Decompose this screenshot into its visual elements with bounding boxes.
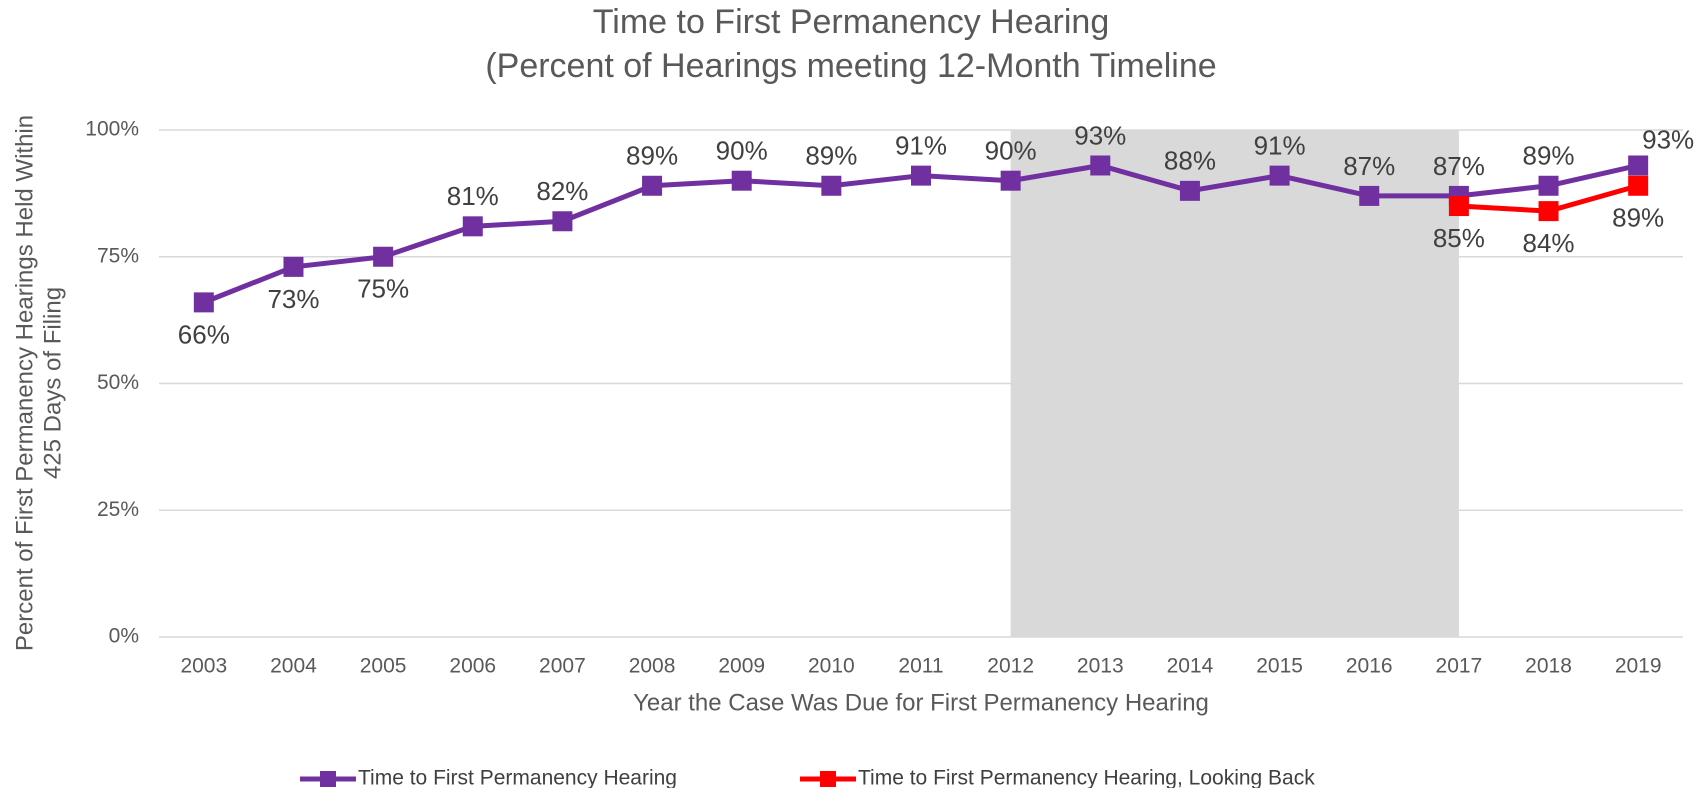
point-marker bbox=[1179, 180, 1200, 201]
x-tick-label: 2005 bbox=[360, 655, 407, 678]
data-label: 66% bbox=[178, 319, 230, 349]
point-marker bbox=[373, 246, 394, 267]
x-tick-label: 2012 bbox=[987, 655, 1034, 678]
point-marker bbox=[462, 216, 483, 237]
x-tick-label: 2007 bbox=[539, 655, 586, 678]
point-marker bbox=[1000, 170, 1021, 191]
point-marker bbox=[642, 175, 663, 196]
x-tick-label: 2010 bbox=[808, 655, 855, 678]
data-label: 87% bbox=[1343, 151, 1395, 181]
legend-marker bbox=[820, 771, 836, 787]
x-tick-label: 2009 bbox=[718, 655, 765, 678]
point-marker bbox=[1628, 155, 1649, 176]
x-axis-label: Year the Case Was Due for First Permanen… bbox=[633, 689, 1209, 716]
y-tick-label: 0% bbox=[109, 625, 139, 648]
data-label: 93% bbox=[1074, 120, 1126, 150]
y-tick-label: 50% bbox=[97, 371, 139, 394]
x-tick-label: 2003 bbox=[180, 655, 227, 678]
point-marker bbox=[1090, 155, 1111, 176]
point-marker bbox=[552, 211, 573, 232]
point-marker bbox=[911, 165, 931, 186]
chart-subtitle: (Percent of Hearings meeting 12-Month Ti… bbox=[485, 47, 1216, 85]
x-tick-label: 2019 bbox=[1615, 655, 1662, 678]
y-tick-label: 75% bbox=[97, 244, 139, 267]
data-label: 90% bbox=[985, 136, 1037, 166]
x-tick-label: 2013 bbox=[1077, 655, 1124, 678]
chart-title: Time to First Permanency Hearing bbox=[593, 3, 1109, 41]
data-label: 88% bbox=[1164, 146, 1216, 176]
x-tick-label: 2006 bbox=[449, 655, 496, 678]
point-marker bbox=[821, 175, 842, 196]
point-marker bbox=[1538, 175, 1559, 196]
point-marker bbox=[731, 170, 752, 191]
point-marker bbox=[283, 256, 304, 277]
x-tick-label: 2015 bbox=[1256, 655, 1303, 678]
data-label: 73% bbox=[267, 284, 319, 314]
data-label: 89% bbox=[1523, 141, 1575, 171]
data-label: 91% bbox=[895, 131, 947, 161]
point-marker bbox=[1269, 165, 1290, 186]
y-axis-label: Percent of First Permanency Hearings Hel… bbox=[11, 115, 38, 651]
data-label: 82% bbox=[536, 176, 588, 206]
y-tick-label: 25% bbox=[97, 498, 139, 521]
x-tick-label: 2016 bbox=[1346, 655, 1393, 678]
point-marker bbox=[193, 292, 214, 313]
point-marker bbox=[1538, 201, 1559, 222]
x-tick-label: 2018 bbox=[1525, 655, 1572, 678]
data-label: 89% bbox=[1612, 203, 1664, 233]
point-marker bbox=[1628, 175, 1649, 196]
y-axis-label: 425 Days of Filing bbox=[39, 287, 66, 479]
data-label: 89% bbox=[805, 141, 857, 171]
data-label: 90% bbox=[716, 136, 768, 166]
data-label: 87% bbox=[1433, 151, 1485, 181]
x-tick-label: 2011 bbox=[898, 655, 943, 678]
data-label: 85% bbox=[1433, 223, 1485, 253]
data-label: 75% bbox=[357, 274, 409, 304]
x-tick-label: 2008 bbox=[629, 655, 676, 678]
y-tick-label: 100% bbox=[85, 118, 139, 141]
legend-label: Time to First Permanency Hearing bbox=[358, 767, 677, 788]
legend-marker bbox=[320, 771, 336, 787]
point-marker bbox=[1448, 196, 1469, 217]
data-label: 84% bbox=[1523, 228, 1575, 258]
data-label: 91% bbox=[1254, 131, 1306, 161]
x-tick-label: 2014 bbox=[1167, 655, 1214, 678]
x-tick-label: 2017 bbox=[1436, 655, 1483, 678]
data-label: 89% bbox=[626, 141, 678, 171]
data-label: 81% bbox=[447, 181, 499, 211]
x-tick-label: 2004 bbox=[270, 655, 317, 678]
data-label: 93% bbox=[1642, 124, 1694, 154]
legend-label: Time to First Permanency Hearing, Lookin… bbox=[858, 767, 1315, 788]
point-marker bbox=[1359, 185, 1380, 206]
